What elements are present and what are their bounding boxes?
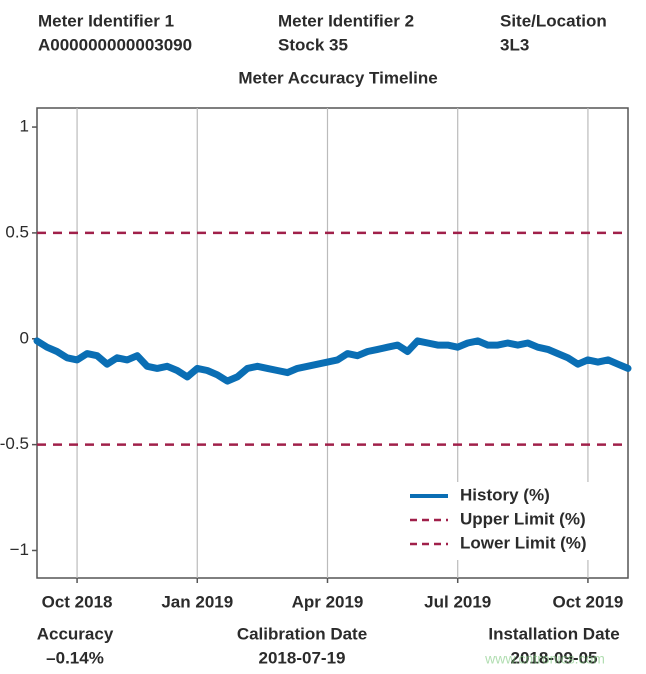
chart-title: Meter Accuracy Timeline: [238, 68, 437, 87]
watermark: www.cntronics.com: [484, 651, 605, 667]
header-value: 3L3: [500, 35, 529, 54]
history-line: [33, 337, 632, 385]
footer-label: Accuracy: [37, 624, 114, 643]
x-tick-label: Jul 2019: [424, 592, 491, 611]
x-tick-label: Oct 2018: [42, 592, 113, 611]
y-tick-label: 0.5: [5, 222, 29, 241]
y-tick-label: 0: [20, 328, 29, 347]
x-tick-label: Apr 2019: [292, 592, 364, 611]
footer-label: Calibration Date: [237, 624, 367, 643]
y-tick-label: -0.5: [0, 434, 29, 453]
y-tick-label: 1: [20, 117, 29, 136]
legend-label: Lower Limit (%): [460, 533, 587, 552]
footer-value: 2018-07-19: [259, 648, 346, 667]
footer-label: Installation Date: [488, 624, 619, 643]
footer-value: –0.14%: [46, 648, 104, 667]
header-value: A000000000003090: [38, 35, 192, 54]
footer-value: 2018-09-05: [511, 648, 598, 667]
header-label: Site/Location: [500, 11, 607, 30]
x-tick-label: Oct 2019: [552, 592, 623, 611]
header-label: Meter Identifier 2: [278, 11, 414, 30]
header-label: Meter Identifier 1: [38, 11, 174, 30]
legend-label: History (%): [460, 485, 550, 504]
x-tick-label: Jan 2019: [161, 592, 233, 611]
y-tick-label: −1: [10, 540, 29, 559]
legend-label: Upper Limit (%): [460, 509, 586, 528]
header-value: Stock 35: [278, 35, 348, 54]
